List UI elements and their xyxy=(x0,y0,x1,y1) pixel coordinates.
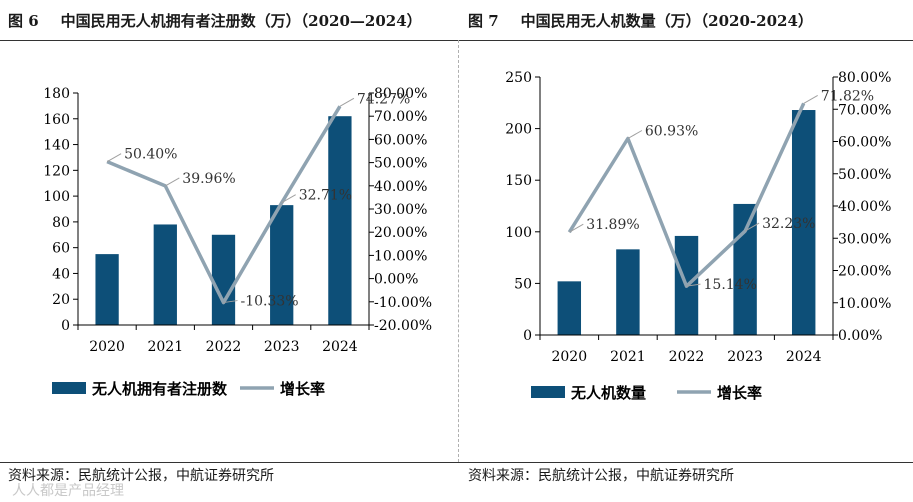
right-tick-label: 30.00% xyxy=(838,231,891,247)
growth-rate-label: 32.23% xyxy=(762,216,815,232)
left-tick-label: 0 xyxy=(61,318,70,334)
left-tick-label: 120 xyxy=(43,163,70,179)
chart-title: 中国民用无人机拥有者注册数（万）（2020—2024） xyxy=(60,11,422,30)
right-tick-label: 70.00% xyxy=(374,109,427,125)
growth-rate-label: 39.96% xyxy=(182,171,235,187)
panel-header-right: 图 7 中国民用无人机数量（万）（2020-2024） xyxy=(468,0,813,40)
left-tick-label: 20 xyxy=(52,292,70,308)
right-tick-label: 50.00% xyxy=(838,167,891,183)
panel-divider xyxy=(458,40,459,462)
left-tick-label: 0 xyxy=(523,328,532,344)
right-tick-label: 60.00% xyxy=(838,135,891,151)
left-tick-label: 60 xyxy=(52,241,70,257)
growth-rate-label: 50.40% xyxy=(124,147,177,163)
figure-label: 图 6 xyxy=(8,11,39,30)
right-tick-label: 10.00% xyxy=(838,296,891,312)
left-tick-label: 40 xyxy=(52,266,70,282)
bar-2020 xyxy=(95,254,119,325)
growth-rate-label: 74.27% xyxy=(357,91,410,107)
bar-2022 xyxy=(211,234,236,325)
bar-2023 xyxy=(733,203,757,335)
right-tick-label: 70.00% xyxy=(838,102,891,118)
right-tick-label: 30.00% xyxy=(374,202,427,218)
right-tick-label: 60.00% xyxy=(374,132,427,148)
x-tick-label: 2022 xyxy=(669,349,705,365)
growth-rate-label: 60.93% xyxy=(645,124,698,140)
bar-2024 xyxy=(791,110,816,335)
left-tick-label: 50 xyxy=(514,276,532,292)
right-tick-label: 20.00% xyxy=(838,264,891,280)
data-label-leader xyxy=(744,222,760,232)
left-tick-label: 80 xyxy=(52,215,70,231)
figure-label: 图 7 xyxy=(468,11,499,30)
bar-2020 xyxy=(557,281,582,335)
right-tick-label: 80.00% xyxy=(838,70,891,86)
left-tick-label: 180 xyxy=(43,86,70,102)
drone-count-chart: 0 50 100 150 200 250 0.00% 10.00% 20.00% 30.00% 40… xyxy=(505,70,891,402)
data-label-leader xyxy=(339,97,355,107)
data-label-leader xyxy=(569,223,584,233)
top-rule xyxy=(0,40,913,41)
growth-rate-label: 15.14% xyxy=(704,277,757,293)
data-label-leader xyxy=(686,283,701,287)
x-tick-label: 2023 xyxy=(264,339,300,355)
left-tick-label: 140 xyxy=(43,138,70,154)
legend-bar-label: 无人机拥有者注册数 xyxy=(91,380,228,398)
legend-bar-label: 无人机数量 xyxy=(570,384,646,402)
x-tick-label: 2021 xyxy=(610,349,646,365)
x-tick-label: 2024 xyxy=(322,339,358,355)
right-tick-label: 50.00% xyxy=(374,156,427,172)
x-tick-label: 2020 xyxy=(551,349,587,365)
watermark: 人人都是产品经理 xyxy=(12,483,124,499)
bar-2021 xyxy=(153,224,177,325)
right-tick-label: -10.00% xyxy=(374,295,432,311)
right-tick-label: 80.00% xyxy=(374,86,427,102)
chart-title: 中国民用无人机数量（万）（2020-2024） xyxy=(520,11,813,30)
registrations-chart: 0 20 40 60 80 100 120 140 160 180 -20.00% -10.00% 0.… xyxy=(43,86,432,398)
left-tick-label: 150 xyxy=(505,173,532,189)
source-note: 资料来源：民航统计公报，中航证券研究所 xyxy=(8,468,274,484)
right-tick-label: 0.00% xyxy=(838,328,882,344)
panel-header-left: 图 6 中国民用无人机拥有者注册数（万）（2020—2024） xyxy=(8,0,422,40)
growth-rate-label: 71.82% xyxy=(821,88,874,104)
data-label-leader xyxy=(281,194,296,204)
left-tick-label: 100 xyxy=(505,225,532,241)
growth-rate-label: -10.33% xyxy=(241,294,299,310)
growth-rate-label: 32.71% xyxy=(299,188,352,204)
left-tick-label: 100 xyxy=(43,189,70,205)
legend-line-label: 增长率 xyxy=(717,384,762,402)
legend-bar-swatch xyxy=(52,382,86,394)
right-tick-label: 40.00% xyxy=(374,179,427,195)
left-tick-label: 160 xyxy=(43,112,70,128)
data-label-leader xyxy=(803,94,818,104)
right-tick-label: 40.00% xyxy=(838,199,891,215)
x-tick-label: 2024 xyxy=(786,349,822,365)
bar-2021 xyxy=(616,249,640,335)
bar-2023 xyxy=(270,205,294,325)
bottom-rule xyxy=(0,462,913,463)
source-note: 资料来源：民航统计公报，中航证券研究所 xyxy=(468,468,734,484)
bar-2024 xyxy=(328,116,352,325)
growth-rate-label: 31.89% xyxy=(586,217,639,233)
x-tick-label: 2023 xyxy=(727,349,763,365)
x-tick-label: 2020 xyxy=(89,339,125,355)
legend-line-label: 增长率 xyxy=(280,380,325,398)
data-label-leader xyxy=(165,177,180,187)
data-label-leader xyxy=(106,153,122,163)
right-tick-label: -20.00% xyxy=(374,318,432,334)
right-tick-label: 20.00% xyxy=(374,225,427,241)
data-label-leader xyxy=(627,130,643,139)
legend-bar-swatch xyxy=(531,386,565,398)
x-tick-label: 2021 xyxy=(147,339,183,355)
data-label-leader xyxy=(223,300,238,304)
right-tick-label: 10.00% xyxy=(374,248,427,264)
left-tick-label: 200 xyxy=(505,122,532,138)
left-tick-label: 250 xyxy=(505,70,532,86)
x-tick-label: 2022 xyxy=(206,339,242,355)
right-tick-label: 0.00% xyxy=(374,272,418,288)
